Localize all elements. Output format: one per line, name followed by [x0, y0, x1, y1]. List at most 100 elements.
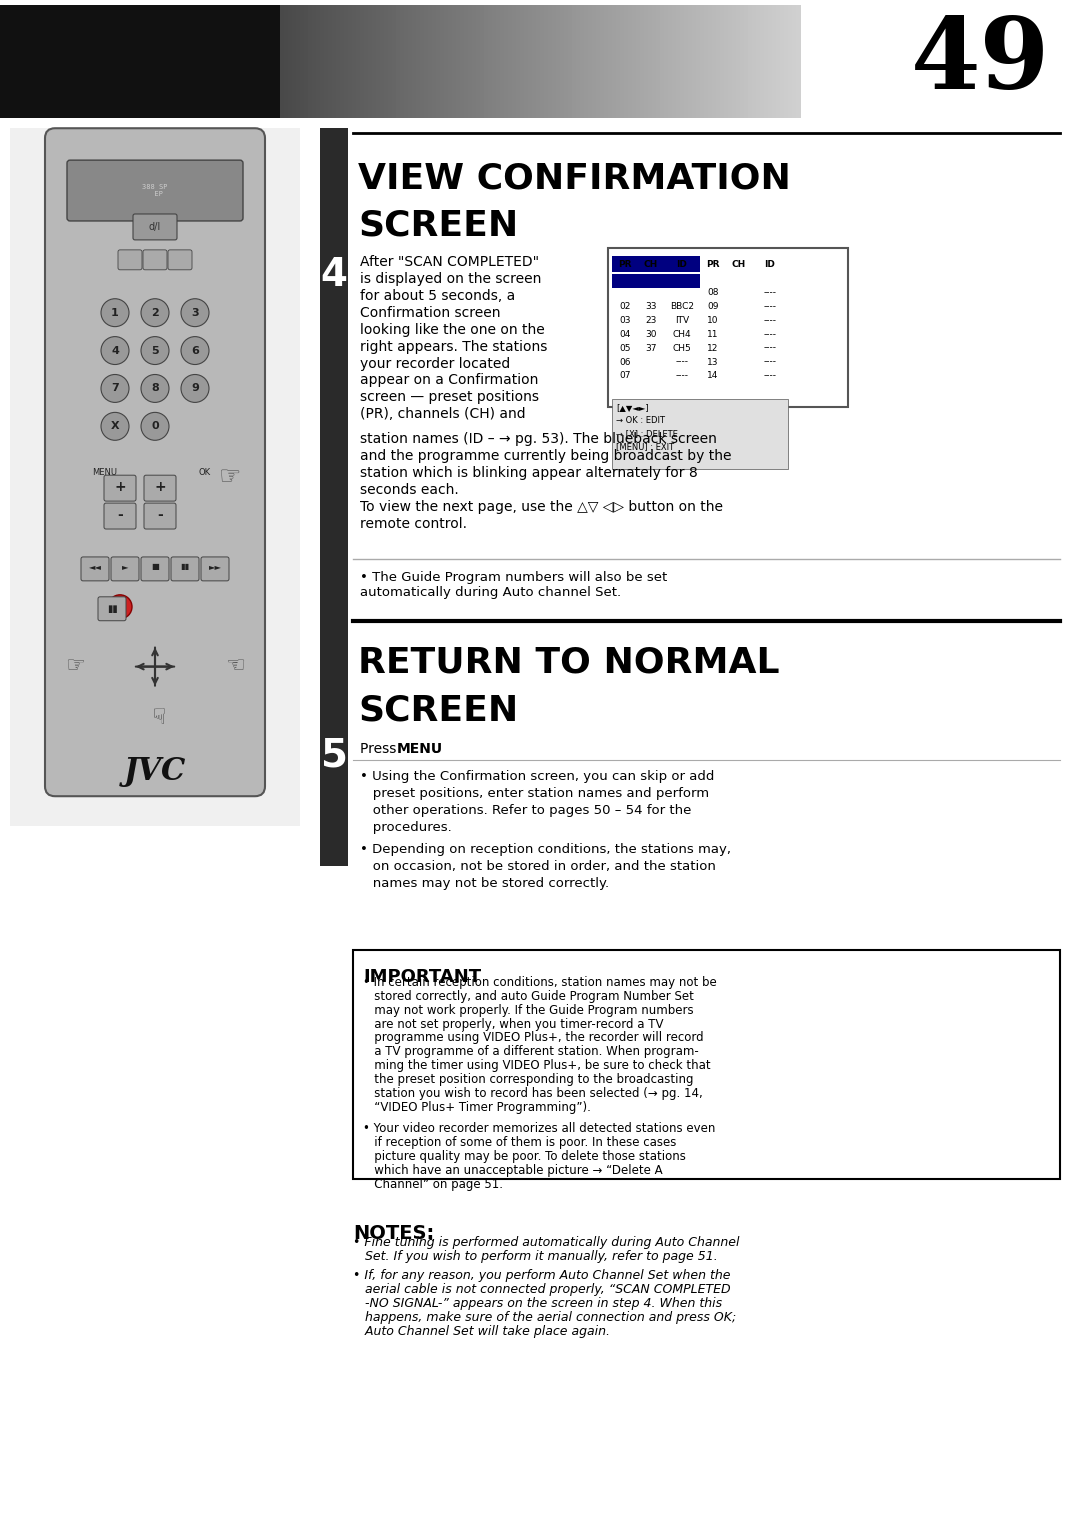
Text: • Fine tuning is performed automatically during Auto Channel: • Fine tuning is performed automatically…	[353, 1236, 740, 1248]
Bar	[336, 5, 341, 119]
Bar	[232, 5, 237, 119]
Text: JVC: JVC	[124, 755, 186, 787]
Text: names may not be stored correctly.: names may not be stored correctly.	[360, 877, 609, 890]
Text: CH: CH	[644, 259, 658, 269]
Bar	[316, 5, 321, 119]
Text: 10: 10	[707, 316, 719, 325]
Bar	[592, 5, 597, 119]
Bar	[244, 5, 249, 119]
Bar	[420, 5, 426, 119]
Text: 13: 13	[707, 357, 719, 366]
Text: if reception of some of them is poor. In these cases: if reception of some of them is poor. In…	[363, 1137, 676, 1149]
Text: ----: ----	[764, 302, 777, 311]
Bar	[504, 5, 509, 119]
Text: 26: 26	[646, 288, 657, 296]
Bar	[536, 5, 541, 119]
Text: ▮▮: ▮▮	[180, 563, 190, 571]
Text: 30: 30	[645, 330, 657, 339]
Bar	[608, 247, 848, 407]
Bar	[8, 5, 13, 119]
Text: happens, make sure of the aerial connection and press OK;: happens, make sure of the aerial connect…	[353, 1311, 737, 1325]
Bar	[652, 5, 657, 119]
Text: 02: 02	[619, 302, 631, 311]
FancyBboxPatch shape	[201, 557, 229, 581]
Text: 23: 23	[646, 316, 657, 325]
Bar	[640, 5, 645, 119]
Bar	[561, 5, 565, 119]
Text: on occasion, not be stored in order, and the station: on occasion, not be stored in order, and…	[360, 861, 716, 873]
Text: remote control.: remote control.	[360, 517, 467, 531]
Bar	[108, 5, 113, 119]
Bar	[228, 5, 233, 119]
Bar	[16, 5, 21, 119]
Bar	[660, 5, 665, 119]
Bar	[453, 5, 457, 119]
Bar	[136, 5, 141, 119]
Bar	[432, 5, 437, 119]
Bar	[100, 5, 105, 119]
Bar	[484, 5, 489, 119]
Text: 7: 7	[111, 383, 119, 394]
Bar	[320, 728, 348, 783]
Text: • Depending on reception conditions, the stations may,: • Depending on reception conditions, the…	[360, 844, 731, 856]
Bar	[472, 5, 477, 119]
Text: -NO SIGNAL-” appears on the screen in step 4. When this: -NO SIGNAL-” appears on the screen in st…	[353, 1297, 723, 1311]
Text: ----: ----	[675, 371, 689, 380]
Text: 4: 4	[111, 345, 119, 356]
Bar	[116, 5, 121, 119]
Bar	[124, 5, 129, 119]
Bar	[784, 5, 789, 119]
FancyBboxPatch shape	[171, 557, 199, 581]
Bar	[200, 5, 205, 119]
Bar	[340, 5, 345, 119]
FancyBboxPatch shape	[141, 557, 168, 581]
Bar	[284, 5, 289, 119]
Text: .: .	[433, 742, 437, 757]
Text: for about 5 seconds, a: for about 5 seconds, a	[360, 288, 515, 302]
Text: ■: ■	[151, 563, 159, 571]
Bar	[252, 5, 257, 119]
Text: Channel” on page 51.: Channel” on page 51.	[363, 1178, 503, 1192]
Bar	[492, 5, 497, 119]
Bar	[184, 5, 189, 119]
Bar	[519, 5, 525, 119]
Bar	[80, 5, 85, 119]
Bar	[264, 5, 269, 119]
Bar	[756, 5, 761, 119]
Bar	[612, 273, 700, 288]
Text: Auto Channel Set will take place again.: Auto Channel Set will take place again.	[353, 1325, 610, 1338]
Bar	[444, 5, 449, 119]
Bar	[0, 5, 5, 119]
FancyBboxPatch shape	[67, 160, 243, 221]
Bar	[468, 5, 473, 119]
Text: the preset position corresponding to the broadcasting: the preset position corresponding to the…	[363, 1073, 693, 1087]
Text: screen — preset positions: screen — preset positions	[360, 391, 539, 404]
Bar	[669, 5, 673, 119]
Text: • If, for any reason, you perform Auto Channel Set when the: • If, for any reason, you perform Auto C…	[353, 1270, 730, 1282]
Text: ----: ----	[764, 330, 777, 339]
FancyBboxPatch shape	[144, 504, 176, 530]
Text: is displayed on the screen: is displayed on the screen	[360, 272, 541, 285]
Bar	[404, 5, 409, 119]
Bar	[129, 5, 133, 119]
Circle shape	[181, 374, 210, 403]
Text: ----: ----	[764, 357, 777, 366]
Bar	[296, 5, 301, 119]
Bar	[716, 5, 721, 119]
FancyBboxPatch shape	[111, 557, 139, 581]
Bar	[64, 5, 69, 119]
Bar	[480, 5, 485, 119]
Text: BBC1: BBC1	[670, 288, 694, 296]
Bar	[60, 5, 65, 119]
Bar	[376, 5, 381, 119]
Text: 05: 05	[619, 343, 631, 353]
Bar	[32, 5, 37, 119]
Bar	[388, 5, 393, 119]
Text: +: +	[154, 481, 166, 494]
Bar	[195, 5, 201, 119]
Bar	[584, 5, 589, 119]
Text: 11: 11	[707, 330, 719, 339]
Text: • Your video recorder memorizes all detected stations even: • Your video recorder memorizes all dete…	[363, 1122, 715, 1135]
Text: To view the next page, use the △▽ ◁▷ button on the: To view the next page, use the △▽ ◁▷ but…	[360, 501, 723, 514]
Bar	[512, 5, 517, 119]
